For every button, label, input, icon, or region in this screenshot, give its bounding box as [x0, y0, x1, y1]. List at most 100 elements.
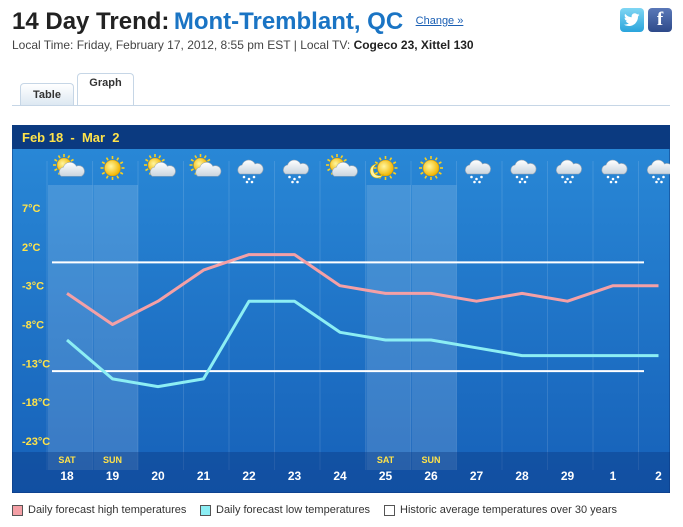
snowflake: [611, 177, 615, 181]
snowflake: [478, 180, 481, 184]
snow-cloud-icon: [283, 159, 309, 184]
sun-ray: [190, 158, 194, 162]
sun-ray: [148, 155, 152, 159]
sun-ray: [438, 161, 442, 165]
cloud-sun-icon: [326, 154, 358, 177]
snowflake: [288, 175, 291, 179]
cloud-shape: [556, 159, 582, 175]
sun-ray: [116, 175, 120, 179]
sun-ray: [378, 157, 382, 161]
sun-ray: [145, 158, 149, 162]
snowflake: [523, 180, 527, 184]
legend-item-historic: Historic average temperatures over 30 ye…: [384, 504, 617, 516]
legend-item-high: Daily forecast high temperatures: [12, 504, 186, 516]
y-tick-label: -13°C: [22, 358, 50, 370]
sun-ray: [145, 168, 149, 172]
legend-swatch-historic: [384, 504, 395, 516]
snowflake: [660, 180, 663, 184]
sun-ray: [70, 158, 74, 162]
sun-ray: [101, 161, 106, 165]
snowflake: [564, 180, 567, 184]
snowflake: [614, 180, 618, 184]
x-tick-label: 18: [60, 469, 74, 483]
snowflake: [655, 180, 658, 184]
snowflake: [470, 175, 473, 179]
sun-shape: [377, 159, 394, 177]
local-tv-value[interactable]: Cogeco 23, Xittel 130: [353, 38, 474, 52]
x-tick-label: 26: [424, 469, 438, 483]
x-tick-label: 23: [288, 469, 302, 483]
snowflake: [242, 175, 246, 179]
sun-ray: [389, 157, 393, 161]
sun-ray: [116, 157, 120, 161]
change-location-link[interactable]: Change »: [415, 15, 464, 27]
chart-legend: Daily forecast high temperatures Daily f…: [12, 504, 672, 520]
chart-background: [12, 125, 670, 493]
page-title-lead: 14 Day Trend:: [12, 8, 170, 35]
social-buttons: f: [620, 8, 672, 32]
weekend-shade: [48, 185, 93, 470]
low-temperature-line: [66, 299, 659, 389]
sun-ray: [54, 168, 58, 172]
cloud-shape: [149, 162, 176, 177]
sun-ray: [434, 175, 438, 179]
cloud-shape: [331, 162, 358, 177]
snow-cloud-icon: [237, 159, 264, 184]
chart-header-bar: [12, 125, 670, 149]
tab-table[interactable]: Table: [20, 83, 74, 105]
weekend-label: SUN: [421, 455, 440, 465]
snowflake: [518, 180, 522, 184]
x-tick-label: 29: [561, 469, 575, 483]
facebook-button[interactable]: f: [648, 8, 672, 32]
sun-ray: [434, 157, 438, 161]
snowflake: [515, 175, 519, 179]
facebook-icon: f: [656, 9, 664, 30]
sun-ray: [438, 171, 442, 175]
sun-ray: [190, 168, 194, 172]
y-tick-label: -8°C: [22, 320, 44, 332]
snowflake: [652, 175, 655, 179]
sun-ray: [203, 155, 207, 159]
sun-ray: [161, 158, 165, 162]
sun-ray: [424, 157, 428, 161]
twitter-button[interactable]: [620, 8, 644, 32]
snowflake: [609, 180, 613, 184]
sun-shape: [104, 159, 121, 177]
cloud-shape: [58, 162, 85, 177]
sun-ray: [392, 171, 397, 175]
tab-table-label: Table: [33, 88, 61, 101]
sun-ray: [330, 155, 334, 159]
snowflake: [250, 180, 254, 184]
snowflake: [561, 175, 564, 179]
cloud-shape: [465, 159, 491, 175]
snow-cloud-icon: [510, 159, 537, 184]
snowflake: [291, 180, 294, 184]
moon-shape: [369, 163, 384, 179]
sun-ray: [343, 158, 347, 162]
legend-label-high: Daily forecast high temperatures: [28, 504, 187, 516]
snowflake: [525, 175, 529, 179]
snowflake: [245, 180, 249, 184]
cloud-shape: [195, 162, 222, 177]
y-tick-label: -3°C: [22, 281, 44, 293]
sun-ray: [424, 175, 428, 179]
x-tick-label: 20: [151, 469, 165, 483]
cloud-shape: [510, 159, 537, 175]
sun-ray: [101, 171, 106, 175]
snow-cloud-icon: [601, 159, 628, 184]
sun-cloud-icon: [144, 154, 176, 177]
info-separator: |: [293, 38, 297, 52]
tab-graph[interactable]: Graph: [77, 73, 134, 106]
local-tv-label: Local TV:: [300, 38, 351, 52]
legend-label-historic: Historic average temperatures over 30 ye…: [400, 504, 618, 516]
sun-ray: [57, 155, 61, 159]
snow-cloud-icon: [647, 159, 670, 184]
sun-cloud-icon: [53, 154, 85, 177]
sun-ray: [105, 157, 109, 161]
x-tick-label: 25: [379, 469, 393, 483]
sun-ray: [420, 171, 424, 175]
snowflake: [475, 177, 478, 181]
x-tick-label: 22: [242, 469, 256, 483]
x-tick-label: 27: [470, 469, 484, 483]
weekend-label: SUN: [103, 455, 122, 465]
